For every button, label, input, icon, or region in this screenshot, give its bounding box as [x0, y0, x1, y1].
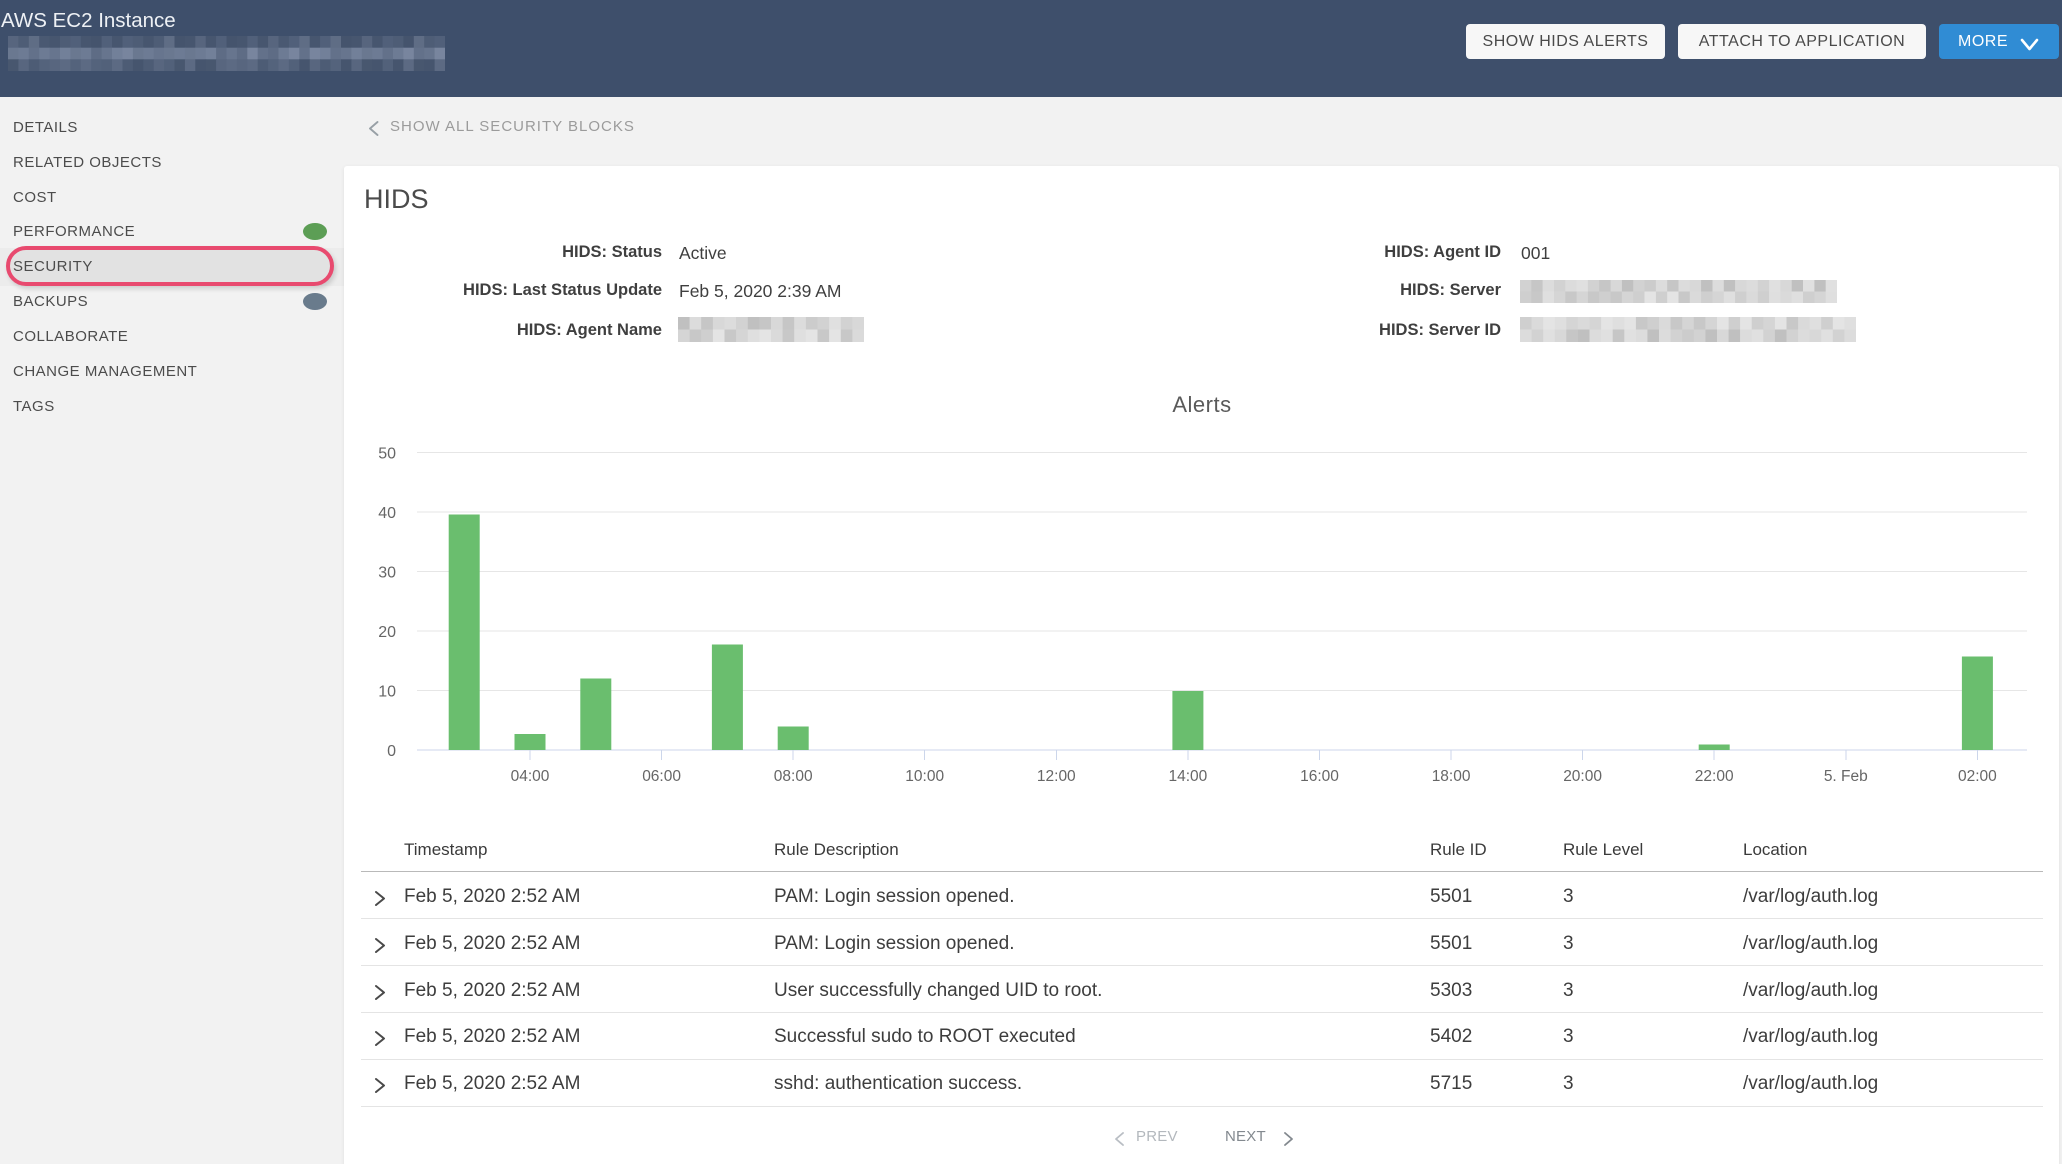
svg-text:04:00: 04:00 — [511, 768, 550, 785]
svg-text:50: 50 — [378, 446, 396, 463]
svg-text:08:00: 08:00 — [774, 768, 813, 785]
svg-text:06:00: 06:00 — [642, 768, 681, 785]
svg-text:10: 10 — [378, 684, 396, 701]
svg-text:5. Feb: 5. Feb — [1824, 768, 1868, 785]
svg-text:0: 0 — [387, 743, 396, 760]
svg-text:14:00: 14:00 — [1169, 768, 1208, 785]
svg-text:20: 20 — [378, 624, 396, 641]
svg-text:10:00: 10:00 — [905, 768, 944, 785]
svg-text:02:00: 02:00 — [1958, 768, 1997, 785]
svg-text:12:00: 12:00 — [1037, 768, 1076, 785]
svg-text:18:00: 18:00 — [1432, 768, 1471, 785]
svg-text:16:00: 16:00 — [1300, 768, 1339, 785]
svg-text:40: 40 — [378, 505, 396, 522]
svg-text:20:00: 20:00 — [1563, 768, 1602, 785]
svg-text:22:00: 22:00 — [1695, 768, 1734, 785]
svg-text:30: 30 — [378, 565, 396, 582]
